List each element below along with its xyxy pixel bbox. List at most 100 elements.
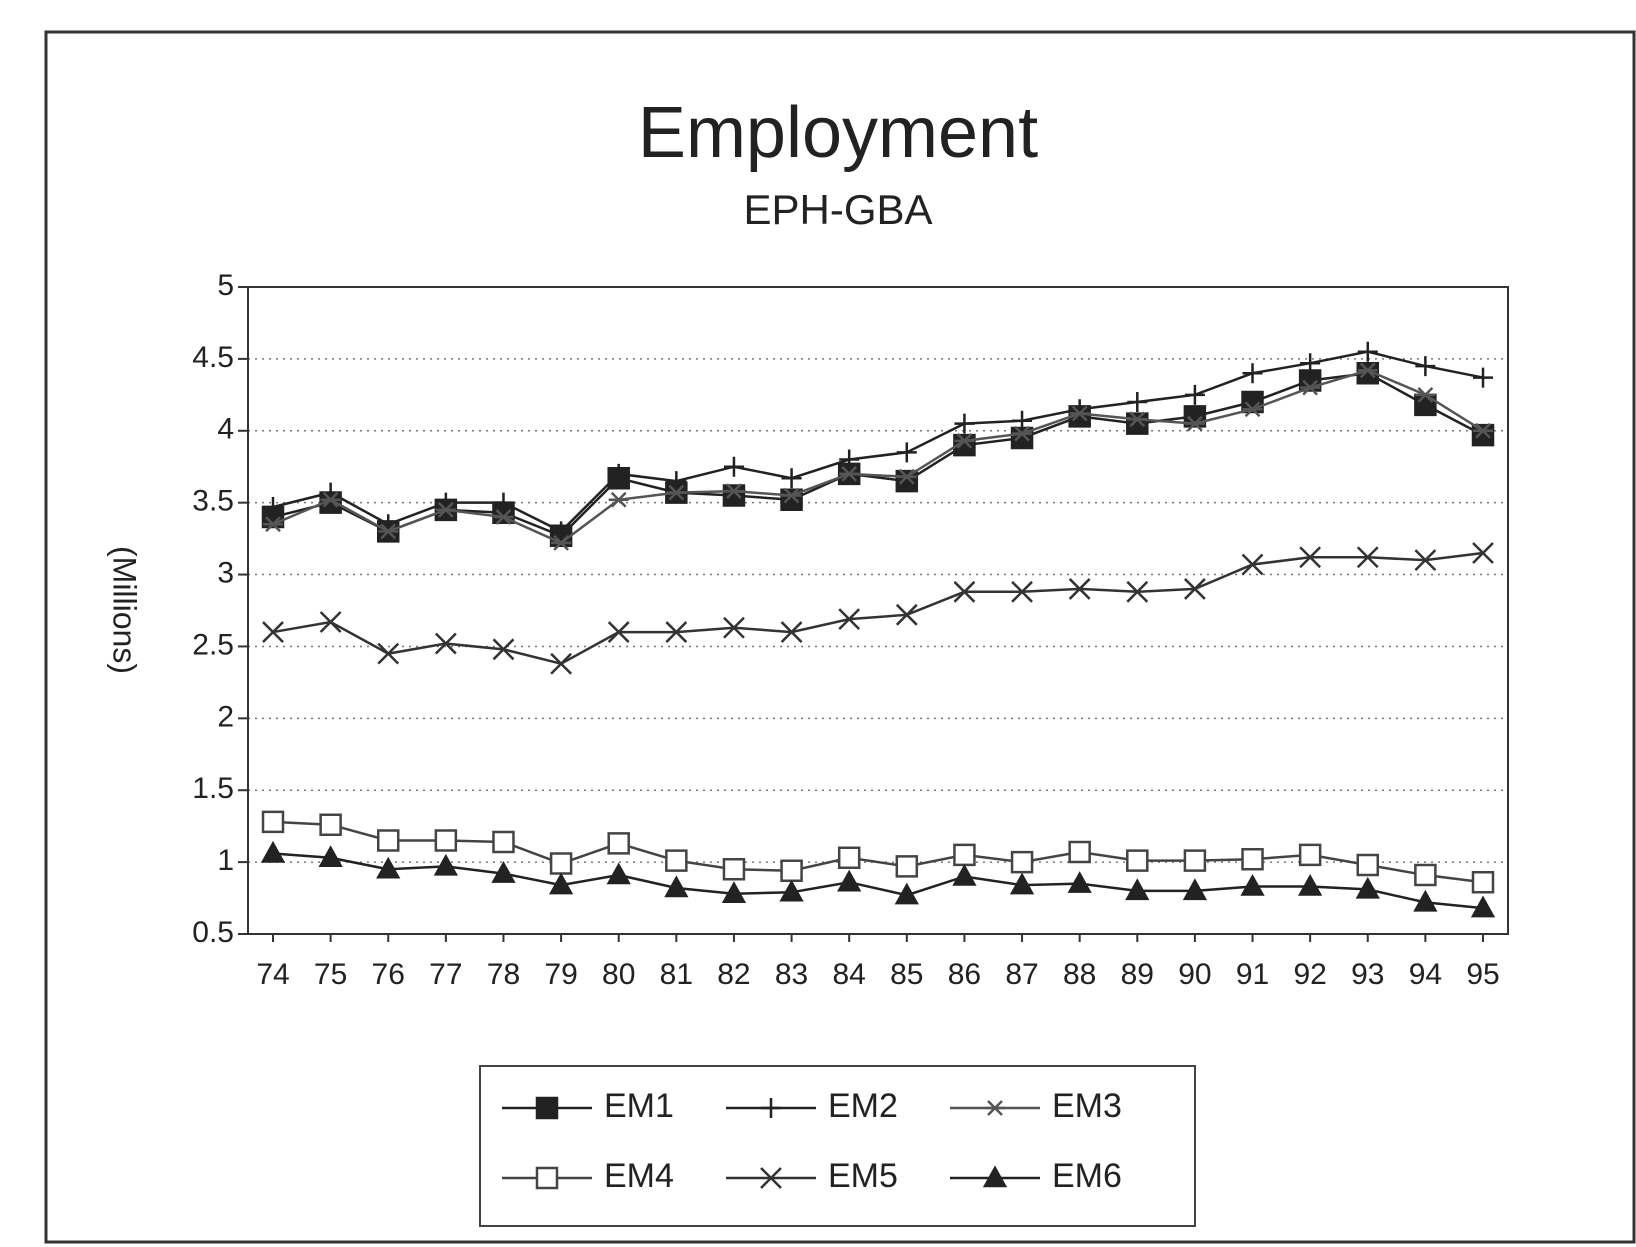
legend-label: EM1 (604, 1087, 674, 1125)
data-point (722, 484, 746, 507)
data-point (1069, 399, 1090, 420)
data-point (837, 846, 861, 870)
data-point (953, 843, 976, 867)
x-tick-label: 83 (775, 958, 808, 991)
data-point (1413, 889, 1438, 912)
x-tick-label: 95 (1466, 958, 1499, 991)
x-tick-label: 81 (660, 958, 693, 991)
y-tick-label: 1 (217, 844, 234, 877)
data-point (779, 879, 804, 902)
data-point (376, 856, 401, 879)
data-point (1356, 362, 1380, 385)
data-point (895, 603, 918, 626)
chart-subtitle: EPH-GBA (743, 186, 932, 233)
x-tick-label: 85 (890, 958, 923, 991)
legend-label: EM3 (1052, 1087, 1122, 1125)
data-point (723, 456, 744, 477)
data-point (723, 483, 744, 500)
data-point (1012, 425, 1033, 442)
y-tick-label: 2.5 (192, 628, 234, 661)
data-point (319, 611, 342, 633)
data-point (261, 810, 285, 834)
data-point (606, 862, 631, 885)
data-point (1069, 405, 1090, 422)
data-point (953, 580, 976, 603)
data-point (1298, 843, 1322, 867)
data-point (263, 516, 283, 533)
legend-marker (760, 1167, 782, 1189)
data-point (1067, 871, 1092, 893)
y-tick-label: 0.5 (192, 916, 234, 949)
data-point (838, 608, 861, 631)
data-point (1473, 422, 1493, 439)
data-point (954, 432, 975, 449)
data-point (1182, 878, 1208, 901)
data-point (263, 496, 283, 517)
x-tick-label: 79 (544, 958, 577, 991)
x-tick-label: 87 (1005, 958, 1038, 991)
data-point (1010, 850, 1034, 874)
data-point (1472, 542, 1494, 564)
data-point (1300, 379, 1321, 396)
legend-marker (761, 1098, 781, 1118)
data-point (1183, 849, 1207, 872)
data-point (780, 621, 803, 643)
data-point (492, 638, 515, 661)
legend-label: EM2 (828, 1087, 898, 1125)
data-point (1012, 410, 1033, 431)
data-point (1470, 895, 1496, 918)
data-point (1125, 878, 1150, 901)
data-point (895, 469, 919, 493)
data-point (549, 852, 573, 875)
legend-label: EM5 (828, 1157, 898, 1195)
data-point (1357, 341, 1378, 362)
data-point (1184, 384, 1205, 405)
data-point (664, 875, 689, 898)
x-tick-label: 93 (1351, 958, 1384, 991)
legend-marker (985, 1100, 1005, 1116)
data-point (551, 521, 572, 542)
data-point (550, 652, 572, 675)
x-tick-label: 84 (833, 958, 866, 991)
data-point (839, 466, 860, 482)
data-point (722, 858, 746, 881)
data-point (491, 861, 516, 883)
data-point (1242, 401, 1263, 418)
data-point (1473, 367, 1493, 388)
series-line (272, 551, 1484, 666)
data-point (896, 442, 917, 463)
data-point (1184, 578, 1206, 600)
x-tick-label: 80 (602, 958, 635, 991)
data-point (378, 523, 399, 540)
data-point (1068, 578, 1091, 600)
data-point (1299, 546, 1322, 569)
data-point (607, 832, 630, 855)
data-point (954, 413, 975, 434)
legend-box (479, 1065, 1196, 1227)
x-tick-label: 77 (429, 958, 462, 991)
data-point (1126, 849, 1149, 872)
x-tick-label: 75 (314, 958, 347, 991)
data-point (1300, 353, 1321, 374)
data-point (1184, 415, 1205, 432)
data-point (781, 468, 802, 489)
series-line (272, 371, 1484, 538)
legend-marker (535, 1166, 559, 1190)
x-tick-label: 76 (372, 958, 405, 991)
data-point (377, 642, 400, 665)
data-point (492, 830, 515, 854)
data-point (1241, 847, 1264, 871)
series-line (272, 820, 1484, 884)
legend-label: EM4 (604, 1157, 674, 1195)
x-tick-label: 86 (948, 958, 981, 991)
data-point (666, 484, 687, 501)
data-point (1240, 873, 1265, 896)
y-tick-label: 5 (217, 269, 234, 302)
y-tick-label: 2 (217, 700, 234, 733)
data-point (1357, 362, 1378, 379)
data-point (1471, 870, 1495, 894)
data-point (1068, 840, 1091, 864)
series-line (272, 369, 1484, 545)
legend-marker (982, 1165, 1008, 1188)
